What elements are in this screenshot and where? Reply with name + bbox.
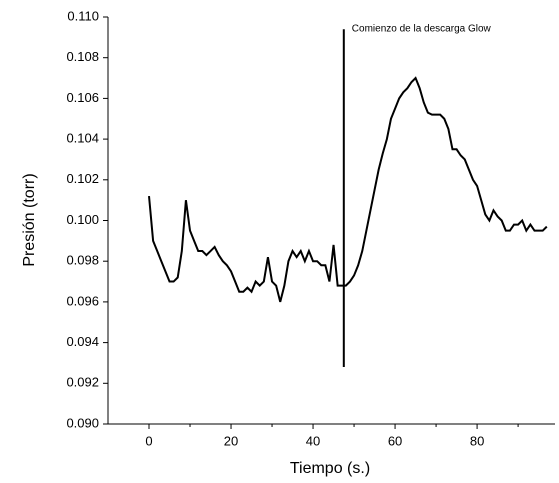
annotation-text: Comienzo de la descarga Glow <box>352 24 492 35</box>
y-tick-label: 0.096 <box>66 293 99 308</box>
x-axis-label: Tiempo (s.) <box>290 460 370 477</box>
y-axis-label: Presión (torr) <box>21 173 38 266</box>
y-tick-label: 0.100 <box>66 212 99 227</box>
y-tick-label: 0.106 <box>66 90 99 105</box>
y-tick-label: 0.092 <box>66 375 99 390</box>
x-tick-label: 60 <box>388 433 402 448</box>
y-tick-label: 0.090 <box>66 415 99 430</box>
y-tick-label: 0.104 <box>66 131 99 146</box>
y-tick-label: 0.094 <box>66 334 99 349</box>
y-tick-label: 0.098 <box>66 253 99 268</box>
y-tick-label: 0.108 <box>66 49 99 64</box>
x-tick-label: 20 <box>224 433 238 448</box>
data-line <box>148 76 548 303</box>
y-tick-label: 0.110 <box>67 8 99 23</box>
y-tick-label: 0.102 <box>66 171 99 186</box>
x-tick-label: 0 <box>145 433 152 448</box>
x-tick-label: 40 <box>306 433 320 448</box>
x-tick-label: 80 <box>470 433 484 448</box>
